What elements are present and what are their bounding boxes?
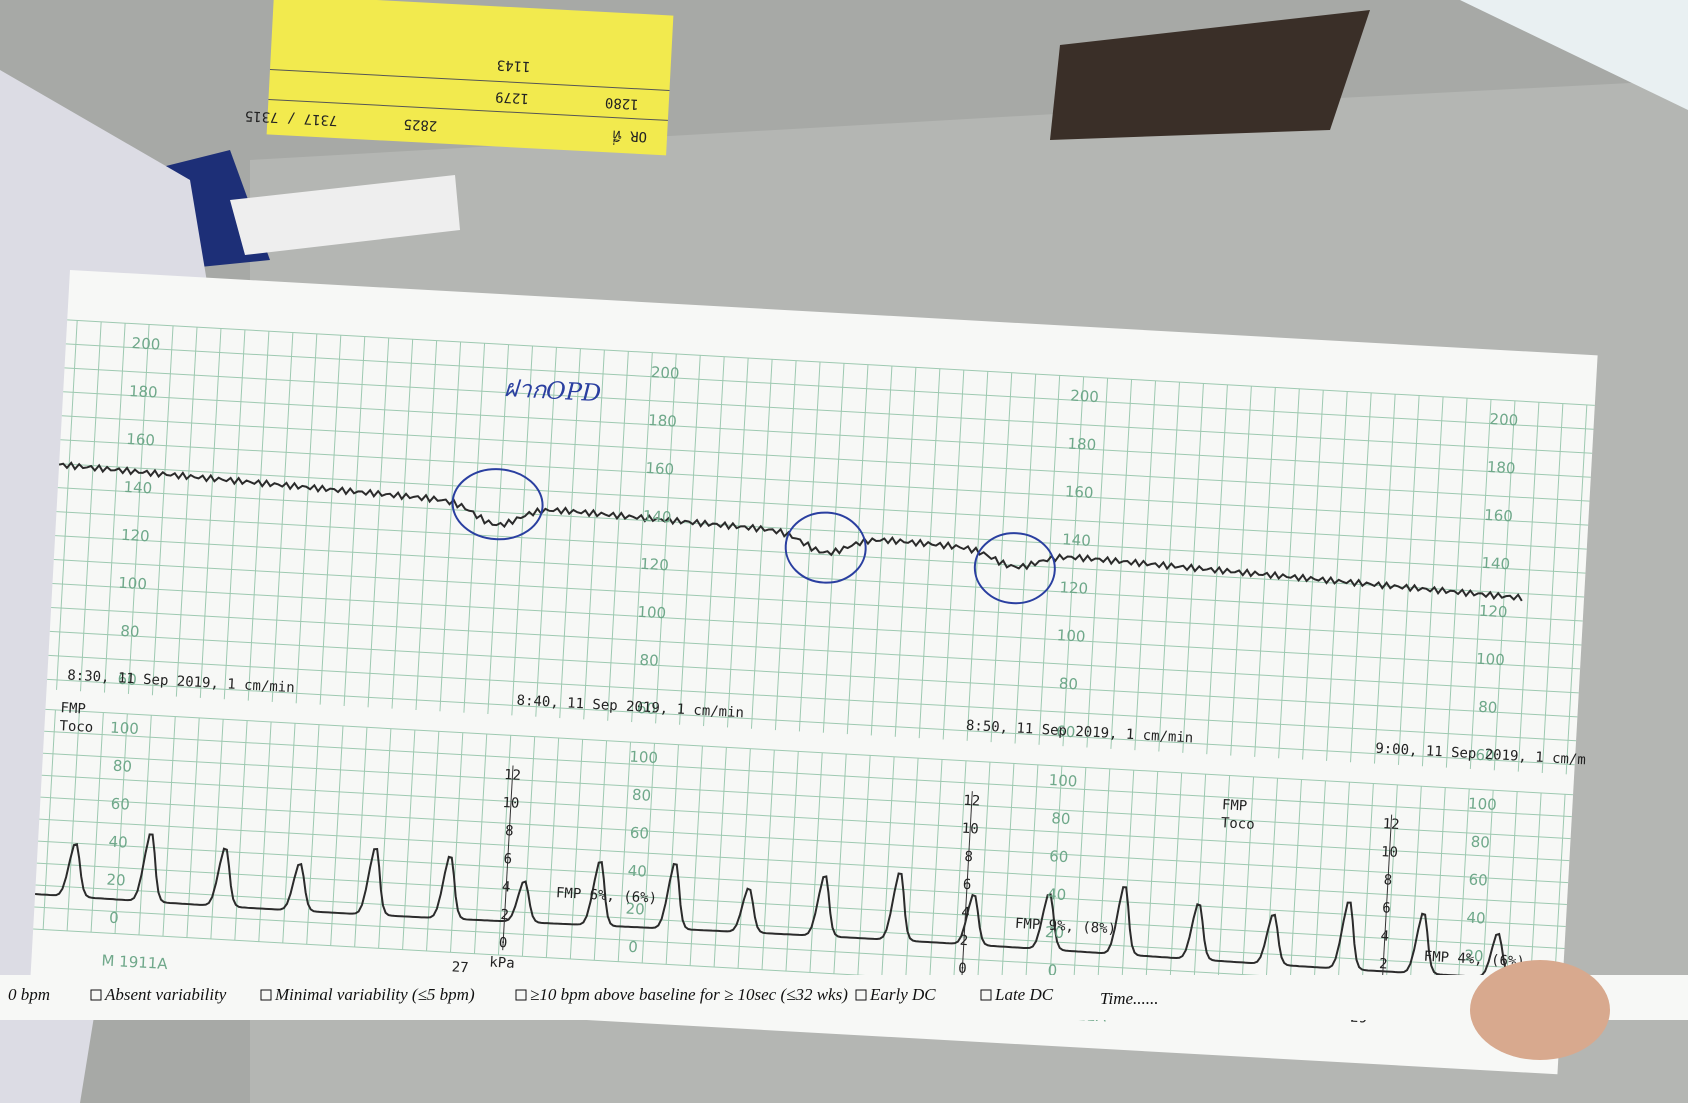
kpa-scale-label: 10 <box>1381 844 1399 861</box>
card <box>267 0 674 155</box>
fhr-scale-label: 80 <box>120 622 140 641</box>
toco-scale-label: 100 <box>629 747 659 767</box>
yellow-card: OR ที่28257317 / 7315127912801143 <box>244 0 673 155</box>
fhr-scale-label: 80 <box>1478 698 1498 717</box>
fhr-scale-label: 160 <box>1064 482 1094 502</box>
legend-entry: FMP <box>60 700 86 717</box>
kpa-scale-label: 12 <box>1382 816 1400 833</box>
fhr-scale-label: 100 <box>118 574 148 594</box>
thumb <box>1470 960 1610 1060</box>
fhr-scale-label: 180 <box>129 382 159 402</box>
ctg-strip: ฝากOPD 200180160140120100806010080604020… <box>30 270 1609 1075</box>
fhr-scale-label: 140 <box>1481 554 1511 574</box>
kpa-scale-label: 10 <box>961 821 979 838</box>
kpa-scale-label: 8 <box>1383 872 1392 888</box>
kpa-scale-label: 8 <box>964 849 973 865</box>
fhr-scale-label: 160 <box>126 430 156 450</box>
fhr-scale-label: 180 <box>1486 458 1516 478</box>
toco-scale-label: 80 <box>1051 809 1071 828</box>
fhr-scale-label: 120 <box>1059 578 1089 598</box>
fhr-scale-label: 180 <box>1067 434 1097 454</box>
kpa-scale-label: 2 <box>1379 956 1388 972</box>
toco-scale-label: 60 <box>1049 847 1069 866</box>
fhr-scale-label: 140 <box>642 507 672 527</box>
fhr-scale-label: 160 <box>1484 506 1514 526</box>
card-cell: 2825 <box>403 116 438 134</box>
kpa-scale-label: 4 <box>961 905 970 921</box>
toco-scale-label: 60 <box>629 824 649 843</box>
page: OR ที่28257317 / 7315127912801143 ฝากOPD… <box>0 0 1688 1103</box>
card-cell: 1143 <box>496 56 531 74</box>
card-cell: 1279 <box>495 88 530 106</box>
kpa-scale-label: 0 <box>498 935 507 951</box>
time-label: Time...... <box>1100 989 1159 1008</box>
handwritten-note: ฝากOPD <box>503 374 602 407</box>
kpa-scale-label: 8 <box>505 823 514 839</box>
kpa-scale-label: 6 <box>1382 900 1391 916</box>
fhr-scale-label: 200 <box>650 363 680 383</box>
kpa-scale-label: 2 <box>959 933 968 949</box>
fhr-scale-label: 100 <box>1476 650 1506 670</box>
toco-scale-label: 80 <box>632 786 652 805</box>
toco-scale-label: 60 <box>110 795 130 814</box>
kpa-scale-label: 12 <box>504 767 522 784</box>
kpa-scale-label: 0 <box>958 961 967 977</box>
fhr-scale-label: 100 <box>1056 626 1086 646</box>
fhr-scale-label: 140 <box>1062 530 1092 550</box>
model-label: M 1911A <box>101 951 169 973</box>
kpa-scale-label: 2 <box>500 907 509 923</box>
card-cell: 1280 <box>605 94 640 112</box>
kpa-scale-label: 4 <box>502 879 511 895</box>
toco-scale-label: 40 <box>108 833 128 852</box>
fhr-scale-label: 120 <box>120 526 150 546</box>
toco-scale-label: 100 <box>1468 794 1498 814</box>
fhr-scale-label: 80 <box>1058 674 1078 693</box>
fhr-scale-label: 120 <box>1478 602 1508 622</box>
toco-scale-label: 80 <box>1470 833 1490 852</box>
fhr-scale-label: 140 <box>123 478 153 498</box>
toco-scale-label: 60 <box>1468 871 1488 890</box>
paper <box>30 270 1598 1074</box>
kpa-unit: kPa <box>489 955 515 972</box>
checklist-item: Late DC <box>994 985 1054 1004</box>
toco-scale-label: 80 <box>112 757 132 776</box>
fhr-scale-label: 200 <box>1489 410 1519 430</box>
kpa-scale-label: 6 <box>503 851 512 867</box>
fhr-scale-label: 200 <box>1070 387 1100 407</box>
kpa-scale-label: 12 <box>963 793 981 810</box>
fhr-scale-label: 200 <box>131 334 161 354</box>
fhr-scale-label: 160 <box>645 459 675 479</box>
fhr-scale-label: 180 <box>648 411 678 431</box>
photo: OR ที่28257317 / 7315127912801143 ฝากOPD… <box>0 0 1688 1103</box>
checklist-item: 0 bpm <box>8 985 50 1004</box>
kpa-scale-label: 10 <box>502 795 520 812</box>
toco-scale-label: 40 <box>627 862 647 881</box>
checklist-item: Minimal variability (≤5 bpm) <box>274 985 475 1004</box>
checklist-item: Absent variability <box>104 985 227 1004</box>
checklist-item: ≥10 bpm above baseline for ≥ 10sec (≤32 … <box>530 985 848 1004</box>
kpa-scale-label: 4 <box>1380 928 1389 944</box>
fhr-scale-label: 100 <box>637 603 667 623</box>
toco-scale-label: 40 <box>1047 885 1067 904</box>
legend-entry: Toco <box>1220 815 1255 833</box>
toco-scale-label: 0 <box>628 938 639 957</box>
page-number: 27 <box>451 959 469 976</box>
fhr-scale-label: 80 <box>639 651 659 670</box>
toco-scale-label: 100 <box>1048 771 1078 791</box>
legend-entry: Toco <box>59 718 94 736</box>
checklist-item: Early DC <box>869 985 936 1004</box>
legend-entry: FMP <box>1221 797 1247 814</box>
toco-scale-label: 0 <box>109 909 120 928</box>
kpa-scale-label: 6 <box>962 877 971 893</box>
toco-scale-label: 40 <box>1466 908 1486 927</box>
card-cell: OR ที่ <box>612 127 647 147</box>
fhr-scale-label: 120 <box>640 555 670 575</box>
toco-scale-label: 20 <box>106 871 126 890</box>
toco-scale-label: 100 <box>110 718 140 738</box>
